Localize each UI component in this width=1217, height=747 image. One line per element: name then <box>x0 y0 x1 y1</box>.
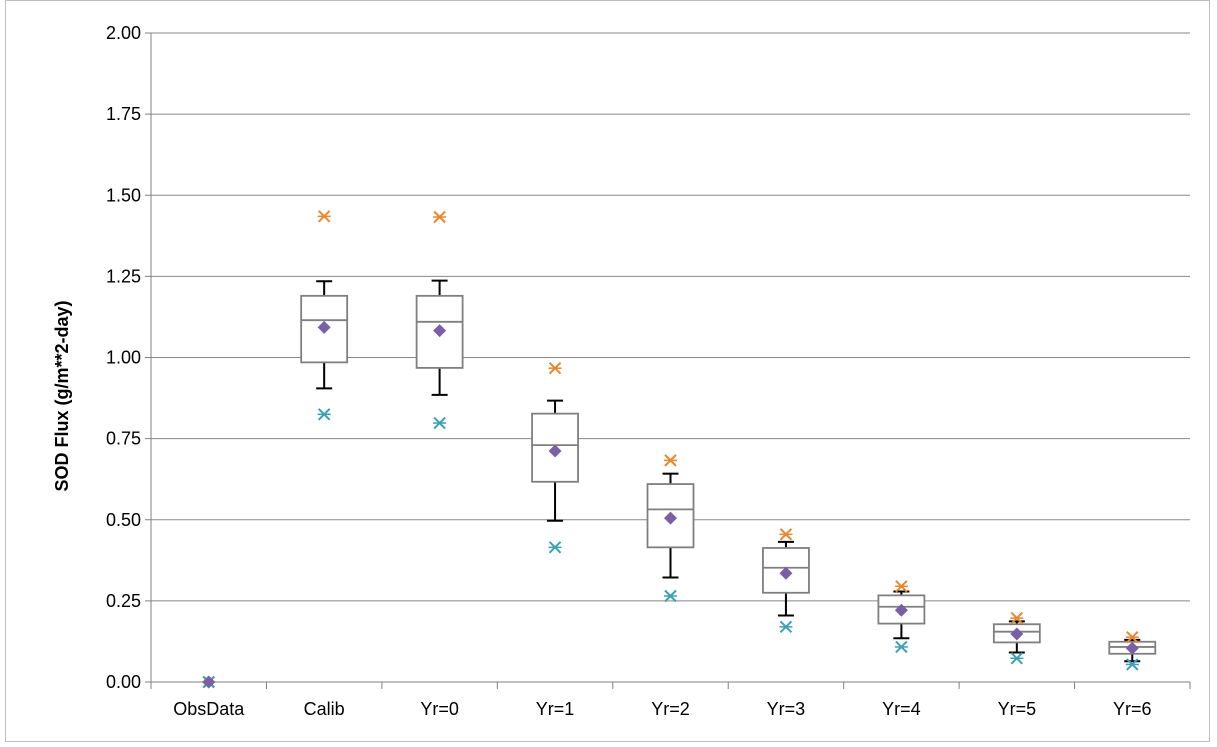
x-tick-label: Yr=0 <box>420 699 459 719</box>
min-marker <box>317 408 331 421</box>
max-marker <box>664 454 677 467</box>
max-marker <box>317 210 331 223</box>
y-tick-label: 1.75 <box>106 104 141 124</box>
x-tick-label: Yr=1 <box>536 699 575 719</box>
box-Yr=0 <box>415 279 464 396</box>
max-marker <box>1125 631 1139 644</box>
x-tick-label: Yr=5 <box>998 699 1037 719</box>
axes <box>145 32 1191 689</box>
min-marker <box>433 416 447 430</box>
mean-marker <box>1125 641 1139 655</box>
markers <box>202 210 1139 689</box>
mean-marker <box>664 511 677 525</box>
box-Yr=1 <box>531 399 579 522</box>
y-tick-label: 1.25 <box>106 266 141 286</box>
max-marker <box>433 210 447 224</box>
max-marker <box>894 580 908 593</box>
max-marker <box>779 528 793 541</box>
min-marker <box>664 589 677 603</box>
mean-marker <box>317 320 331 334</box>
x-tick-label: Yr=3 <box>767 699 806 719</box>
y-tick-label: 1.00 <box>106 348 141 368</box>
mean-marker <box>202 675 216 689</box>
x-tick-label: Yr=6 <box>1113 699 1152 719</box>
gridlines <box>151 32 1190 602</box>
x-tick-label: Yr=4 <box>882 699 921 719</box>
y-tick-label: 0.25 <box>106 591 141 611</box>
x-tick-label: Calib <box>304 699 345 719</box>
x-tick-labels: ObsData Calib Yr=0 Yr=1 Yr=2 Yr=3 Yr=4 Yr=5 Yr=6 <box>173 699 1151 719</box>
box-iqr <box>877 594 926 625</box>
max-marker <box>548 362 562 375</box>
x-tick-label: Yr=2 <box>651 699 690 719</box>
mean-marker <box>433 324 447 338</box>
y-axis-title: SOD Flux (g/m**2-day) <box>52 300 72 491</box>
mean-marker <box>894 603 908 617</box>
mean-marker <box>1010 627 1024 641</box>
chart-frame <box>5 0 1210 742</box>
y-tick-label: 2.00 <box>106 23 141 43</box>
boxes <box>300 279 1157 663</box>
mean-marker <box>779 566 793 580</box>
y-tick-labels: 0.00 0.25 0.50 0.75 1.00 1.25 1.50 1.75 2.00 <box>106 23 141 692</box>
min-marker <box>894 640 908 654</box>
x-tick-label: ObsData <box>173 699 245 719</box>
box-Yr=2 <box>646 472 695 579</box>
y-tick-label: 0.50 <box>106 510 141 530</box>
box-Calib <box>300 280 349 390</box>
mean-marker <box>548 444 562 458</box>
max-marker <box>1010 611 1024 625</box>
min-marker <box>1125 658 1139 671</box>
min-marker <box>1010 652 1024 665</box>
y-tick-label: 1.50 <box>106 185 141 205</box>
y-tick-label: 0.75 <box>106 429 141 449</box>
min-marker <box>779 620 793 634</box>
y-tick-label: 0.00 <box>106 672 141 692</box>
min-marker <box>548 541 562 554</box>
